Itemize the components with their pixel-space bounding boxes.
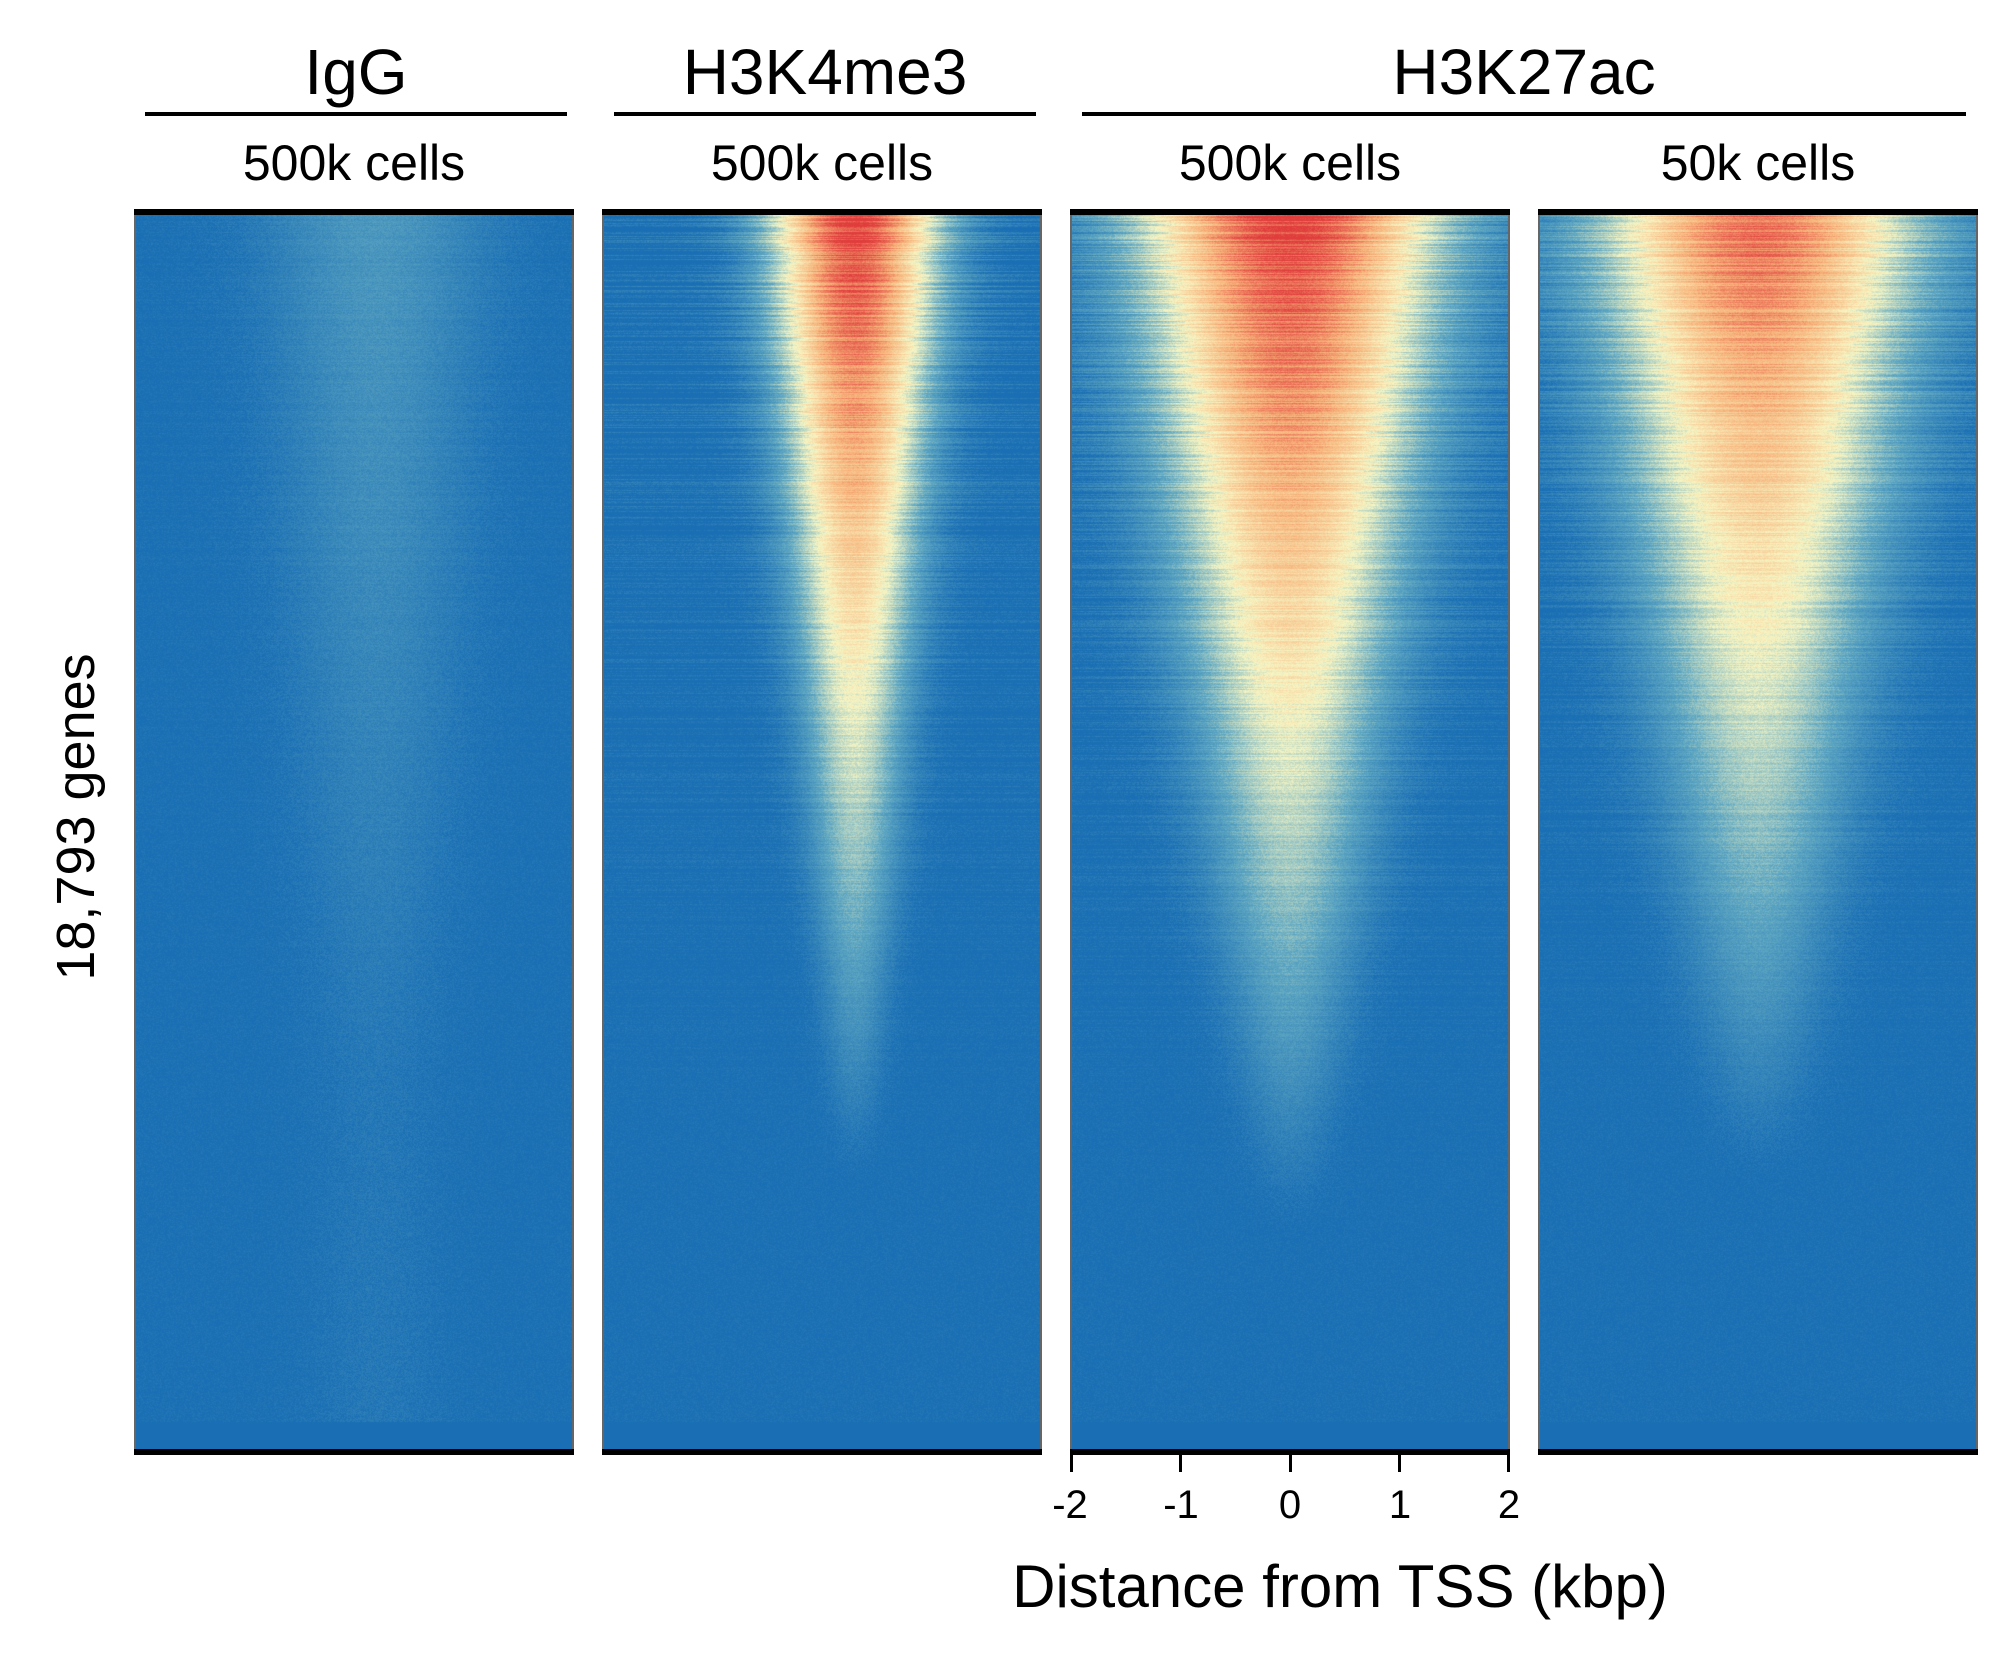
heatmap-h3k27ac-500k [1070, 212, 1510, 1452]
x-tick [1398, 1452, 1401, 1472]
panel-border [1976, 212, 1978, 1452]
y-axis-label: 18,793 genes [46, 653, 106, 981]
panel-bottom-edge [602, 1449, 1042, 1455]
x-tick-label: 2 [1497, 1483, 1521, 1527]
group-line-h3k27ac [1082, 112, 1966, 116]
group-line-h3k4me3 [614, 112, 1036, 116]
panel-border [1070, 212, 1072, 1452]
cells-label-igg: 500k cells [242, 135, 466, 191]
group-line-igg [145, 112, 567, 116]
x-tick-label: -1 [1163, 1483, 1199, 1527]
group-title-igg: IgG [304, 36, 408, 108]
x-tick [1070, 1452, 1073, 1472]
x-tick-label: 0 [1278, 1483, 1302, 1527]
cells-label-h3k27ac-50k: 50k cells [1660, 135, 1856, 191]
heatmap-h3k27ac-50k [1538, 212, 1978, 1452]
panel-bottom-edge [1538, 1449, 1978, 1455]
panel-border [134, 212, 136, 1452]
panel-border [602, 212, 604, 1452]
heatmap-panel-h3k27ac-50k [1538, 212, 1978, 1452]
heatmap-h3k4me3 [602, 212, 1042, 1452]
heatmap-igg [134, 212, 574, 1452]
panel-border [1538, 212, 1540, 1452]
cells-label-h3k27ac-500k: 500k cells [1178, 135, 1402, 191]
panel-border [1040, 212, 1042, 1452]
panel-border [572, 212, 574, 1452]
x-tick [1179, 1452, 1182, 1472]
x-axis-label: Distance from TSS (kbp) [1012, 1553, 1668, 1620]
heatmap-panel-h3k27ac-500k [1070, 212, 1510, 1452]
panel-top-edge [1538, 209, 1978, 215]
cells-label-h3k4me3: 500k cells [710, 135, 934, 191]
panel-bottom-edge [134, 1449, 574, 1455]
x-tick-label: 1 [1388, 1483, 1412, 1527]
x-tick [1507, 1452, 1510, 1472]
panel-top-edge [1070, 209, 1510, 215]
panel-top-edge [602, 209, 1042, 215]
heatmap-panel-h3k4me3 [602, 212, 1042, 1452]
group-title-h3k27ac: H3K27ac [1392, 36, 1656, 108]
panel-top-edge [134, 209, 574, 215]
group-title-h3k4me3: H3K4me3 [682, 36, 968, 108]
heatmap-panel-igg [134, 212, 574, 1452]
x-tick [1289, 1452, 1292, 1472]
x-tick-label: -2 [1052, 1483, 1088, 1527]
panel-border [1508, 212, 1510, 1452]
